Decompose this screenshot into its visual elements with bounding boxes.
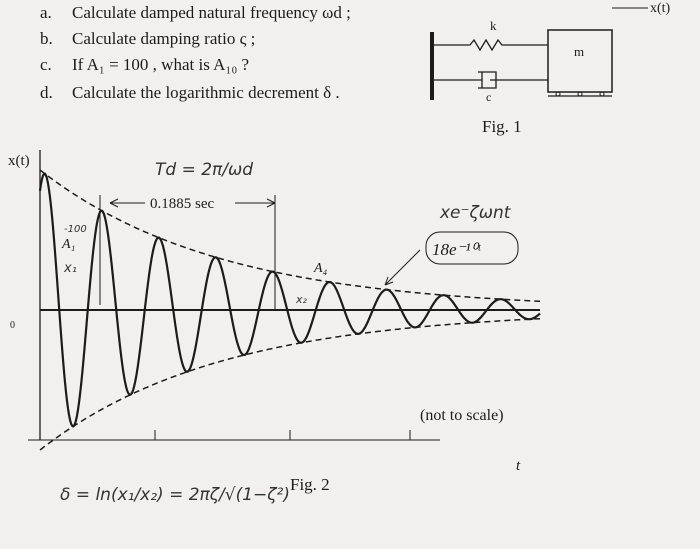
response-curve [38,172,541,428]
spring [432,38,548,52]
question-label: b. [40,29,53,48]
note: (not to scale) [420,407,504,424]
displacement-label: x(t) [650,1,671,16]
question-label: c. [40,55,52,74]
note-minus100: -100 [64,224,87,235]
upper-envelope [39,169,541,303]
lower-envelope [39,317,541,451]
wheel [577,91,583,97]
fig2: x(t) 0 0.1885 sec A₁ A₄ 18e⁻¹⁰ᵗ (not to … [8,150,541,494]
log-decrement-formula: δ = ln(x₁/x₂) = 2πζ/√(1−ζ²) [60,485,290,505]
envelope-arrow [384,249,421,286]
note-x1: x₁ [63,261,77,276]
question-text: Calculate damped natural frequency ωd ; [72,3,351,22]
origin-label: 0 [10,320,15,331]
note-x2: x₂ [295,293,308,306]
x-axis-label: t [516,458,521,474]
envelope-box [425,231,519,265]
period-arrow [109,198,276,208]
handwriting: Td = 2π/ωd -100 x₁ x₂ xe⁻ζωnt δ = ln(x₁/… [60,160,512,505]
wheel [599,91,605,97]
envelope-note: xe⁻ζωnt [439,203,512,223]
fig1: k c m x(t) Fig. 1 [430,1,671,136]
mass-label: m [574,44,584,59]
damper-label: c [486,90,491,104]
y-axis-label: x(t) [8,153,30,169]
envelope-label: 18e⁻¹⁰ᵗ [432,240,481,259]
a4-label: A₄ [313,261,328,276]
question-text: Calculate damping ratio ς ; [72,29,255,48]
a1-label: A₁ [61,237,75,252]
wheel [555,91,561,97]
damper [432,71,548,89]
spring-label: k [490,18,497,33]
question-label: d. [40,83,53,102]
question-text: If A₁ = 100 , what is A₁₀ ? [72,55,249,74]
period-label: 0.1885 sec [150,196,214,212]
questions: a. Calculate damped natural frequency ωd… [40,3,351,102]
fig2-caption: Fig. 2 [290,475,330,494]
period-formula: Td = 2π/ωd [155,160,253,180]
fig1-caption: Fig. 1 [482,117,522,136]
question-text: Calculate the logarithmic decrement δ . [72,83,340,102]
question-label: a. [40,3,52,22]
